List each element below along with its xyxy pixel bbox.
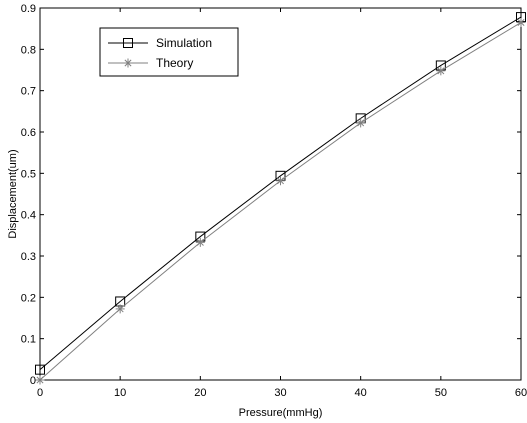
x-tick-label-5: 50 xyxy=(435,387,447,399)
series-line-simulation xyxy=(39,16,522,371)
y-tick-label-5: 0.5 xyxy=(21,168,36,180)
data-point-theory-6 xyxy=(516,17,526,27)
y-tick-label-3: 0.3 xyxy=(21,251,36,263)
series-layer xyxy=(35,12,526,385)
legend-label-theory: Theory xyxy=(156,56,193,70)
y-axis-label: Displacement(um) xyxy=(7,149,19,238)
x-axis-label: Pressure(mmHg) xyxy=(239,407,323,419)
y-tick-label-1: 0.1 xyxy=(21,334,36,346)
x-tick-label-0: 0 xyxy=(37,387,43,399)
legend: Simulation Theory xyxy=(99,27,239,77)
data-point-theory-1 xyxy=(115,304,125,314)
x-tick-label-1: 10 xyxy=(114,387,126,399)
x-tick-label-4: 40 xyxy=(355,387,367,399)
data-point-simulation-0 xyxy=(35,364,45,375)
x-tick-label-2: 20 xyxy=(194,387,206,399)
axis-ticks: 0 10 20 30 40 50 60 0 0.1 0.2 0.3 0.4 0.5 0.6 0.7 0.8 0.… xyxy=(21,3,527,399)
y-tick-label-0: 0 xyxy=(30,375,36,387)
y-tick-label-7: 0.7 xyxy=(21,86,36,98)
data-point-theory-5 xyxy=(436,66,446,76)
data-point-theory-0 xyxy=(35,375,45,385)
y-tick-label-9: 0.9 xyxy=(21,3,36,15)
legend-marker-theory xyxy=(123,58,133,68)
data-point-theory-3 xyxy=(276,176,285,186)
x-tick-label-6: 60 xyxy=(515,387,527,399)
legend-marker-simulation xyxy=(123,38,133,48)
y-tick-label-6: 0.6 xyxy=(21,127,36,139)
x-tick-label-3: 30 xyxy=(274,387,286,399)
y-tick-label-4: 0.4 xyxy=(21,210,36,222)
data-point-theory-2 xyxy=(195,237,205,247)
y-tick-label-8: 0.8 xyxy=(21,44,36,56)
legend-box xyxy=(99,27,239,77)
legend-label-simulation: Simulation xyxy=(156,36,212,50)
y-tick-label-2: 0.2 xyxy=(21,292,36,304)
data-point-theory-4 xyxy=(356,118,366,128)
